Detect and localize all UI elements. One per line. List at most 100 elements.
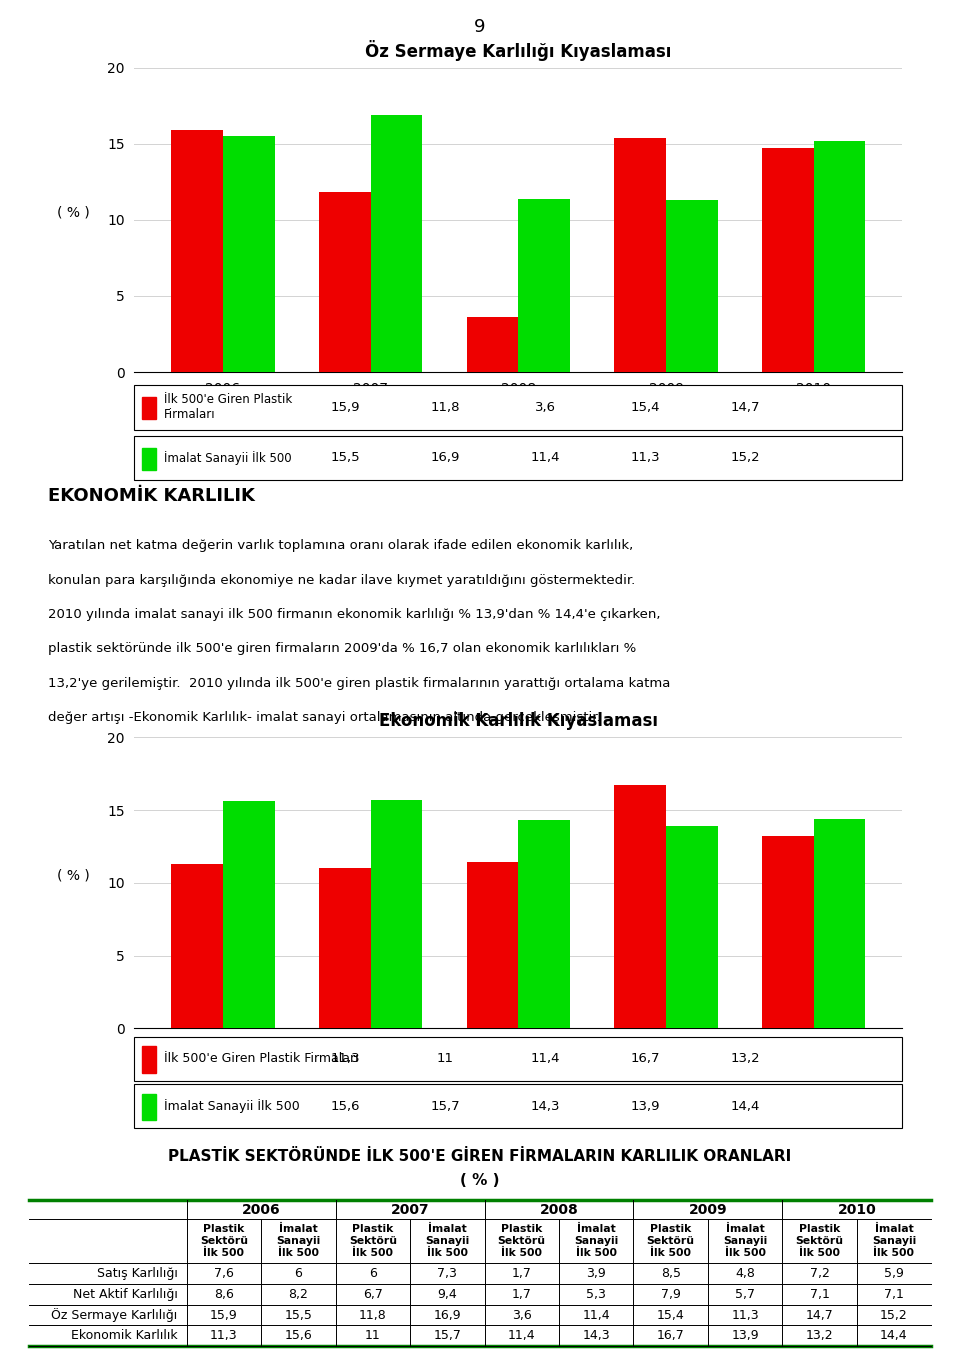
Text: İmalat Sanayii İlk 500: İmalat Sanayii İlk 500 <box>163 451 291 465</box>
Text: 9: 9 <box>474 18 486 37</box>
Text: 8,6: 8,6 <box>214 1288 234 1300</box>
Text: 15,5: 15,5 <box>284 1308 312 1322</box>
Text: İlk 500'e Giren Plastik Firmaları: İlk 500'e Giren Plastik Firmaları <box>163 1053 358 1065</box>
Bar <box>814 819 866 1028</box>
Text: 5,3: 5,3 <box>587 1288 606 1300</box>
Text: 15,4: 15,4 <box>631 400 660 414</box>
Bar <box>614 138 666 372</box>
Bar <box>762 149 814 372</box>
Text: 11,4: 11,4 <box>531 1053 560 1065</box>
Text: 2010: 2010 <box>837 1203 876 1216</box>
Bar <box>142 1046 156 1073</box>
Text: 15,6: 15,6 <box>331 1100 360 1112</box>
Text: PLASTİK SEKTÖRÜNDE İLK 500'E GİREN FİRMALARIN KARLILIK ORANLARI: PLASTİK SEKTÖRÜNDE İLK 500'E GİREN FİRMA… <box>168 1149 792 1164</box>
Text: 2008: 2008 <box>540 1203 578 1216</box>
Bar <box>142 448 156 469</box>
Bar <box>371 800 422 1028</box>
Text: 15,5: 15,5 <box>331 452 360 464</box>
Text: İmalat
Sanayii
İlk 500: İmalat Sanayii İlk 500 <box>723 1224 767 1258</box>
Text: 5,9: 5,9 <box>884 1266 904 1280</box>
Text: Plastik
Sektörü
İlk 500: Plastik Sektörü İlk 500 <box>497 1224 545 1258</box>
Text: 14,7: 14,7 <box>805 1308 833 1322</box>
FancyBboxPatch shape <box>134 1084 902 1128</box>
Text: 15,7: 15,7 <box>433 1330 461 1342</box>
Bar <box>814 141 866 372</box>
Text: İmalat
Sanayii
İlk 500: İmalat Sanayii İlk 500 <box>872 1224 916 1258</box>
Text: Öz Sermaye Karlılığı: Öz Sermaye Karlılığı <box>52 1308 178 1322</box>
Text: 15,2: 15,2 <box>880 1308 908 1322</box>
Bar <box>614 785 666 1028</box>
Text: 16,9: 16,9 <box>434 1308 461 1322</box>
Text: 11,3: 11,3 <box>732 1308 759 1322</box>
Bar <box>518 820 570 1028</box>
Text: ( % ): ( % ) <box>460 1173 500 1188</box>
Text: 7,1: 7,1 <box>809 1288 829 1300</box>
Text: 11,3: 11,3 <box>210 1330 238 1342</box>
Text: plastik sektöründe ilk 500'e giren firmaların 2009'da % 16,7 olan ekonomik karlı: plastik sektöründe ilk 500'e giren firma… <box>48 643 636 655</box>
Text: 13,2: 13,2 <box>731 1053 759 1065</box>
Text: Ekonomik Karlılık: Ekonomik Karlılık <box>71 1330 178 1342</box>
Text: 11,4: 11,4 <box>531 452 560 464</box>
Text: 16,7: 16,7 <box>657 1330 684 1342</box>
Text: Plastik
Sektörü
İlk 500: Plastik Sektörü İlk 500 <box>647 1224 695 1258</box>
Text: 5,7: 5,7 <box>735 1288 756 1300</box>
Text: 6: 6 <box>369 1266 376 1280</box>
Text: 7,3: 7,3 <box>438 1266 457 1280</box>
Text: 8,5: 8,5 <box>660 1266 681 1280</box>
Text: değer artışı -Ekonomik Karlılık- imalat sanayi ortalamasının altında gerçekleşmi: değer artışı -Ekonomik Karlılık- imalat … <box>48 710 601 724</box>
Text: 11,3: 11,3 <box>631 452 660 464</box>
Bar <box>666 200 718 372</box>
Text: 11,8: 11,8 <box>359 1308 387 1322</box>
Y-axis label: ( % ): ( % ) <box>57 206 89 221</box>
Bar <box>223 137 275 372</box>
Text: 1,7: 1,7 <box>512 1266 532 1280</box>
Bar <box>171 865 223 1028</box>
Text: İlk 500'e Giren Plastik
Firmaları: İlk 500'e Giren Plastik Firmaları <box>163 394 292 421</box>
Text: 13,9: 13,9 <box>631 1100 660 1112</box>
Bar <box>223 801 275 1028</box>
Text: 6,7: 6,7 <box>363 1288 383 1300</box>
Bar <box>371 115 422 372</box>
Text: 3,6: 3,6 <box>512 1308 532 1322</box>
Text: 16,9: 16,9 <box>431 452 460 464</box>
Text: Net Aktif Karlılığı: Net Aktif Karlılığı <box>73 1288 178 1300</box>
Text: 7,6: 7,6 <box>214 1266 234 1280</box>
Text: 2010 yılında imalat sanayi ilk 500 firmanın ekonomik karlılığı % 13,9'dan % 14,4: 2010 yılında imalat sanayi ilk 500 firma… <box>48 607 660 621</box>
FancyBboxPatch shape <box>134 436 902 480</box>
Text: 7,9: 7,9 <box>660 1288 681 1300</box>
Text: 13,9: 13,9 <box>732 1330 759 1342</box>
FancyBboxPatch shape <box>134 1036 902 1081</box>
Bar <box>666 827 718 1028</box>
Text: EKONOMİK KARLILIK: EKONOMİK KARLILIK <box>48 487 254 505</box>
Text: İmalat
Sanayii
İlk 500: İmalat Sanayii İlk 500 <box>574 1224 618 1258</box>
Text: 11: 11 <box>365 1330 381 1342</box>
Bar <box>518 199 570 372</box>
Text: 14,7: 14,7 <box>731 400 759 414</box>
Bar <box>142 398 156 419</box>
Text: İmalat
Sanayii
İlk 500: İmalat Sanayii İlk 500 <box>276 1224 321 1258</box>
Text: Plastik
Sektörü
İlk 500: Plastik Sektörü İlk 500 <box>200 1224 248 1258</box>
Text: Yaratılan net katma değerin varlık toplamına oranı olarak ifade edilen ekonomik : Yaratılan net katma değerin varlık topla… <box>48 538 634 552</box>
Title: Ekonomik Karlılık Kıyaslaması: Ekonomik Karlılık Kıyaslaması <box>379 712 658 731</box>
Text: 11,4: 11,4 <box>508 1330 536 1342</box>
Text: 14,3: 14,3 <box>531 1100 560 1112</box>
Y-axis label: ( % ): ( % ) <box>57 869 89 884</box>
Text: 16,7: 16,7 <box>631 1053 660 1065</box>
Text: 11,4: 11,4 <box>583 1308 610 1322</box>
Bar <box>142 1093 156 1120</box>
Text: 15,6: 15,6 <box>284 1330 312 1342</box>
Text: 7,1: 7,1 <box>884 1288 904 1300</box>
Text: 11,3: 11,3 <box>331 1053 360 1065</box>
Text: konulan para karşılığında ekonomiye ne kadar ilave kıymet yaratıldığını gösterme: konulan para karşılığında ekonomiye ne k… <box>48 574 636 586</box>
Text: 11: 11 <box>437 1053 454 1065</box>
Text: İmalat Sanayii İlk 500: İmalat Sanayii İlk 500 <box>163 1099 300 1114</box>
FancyBboxPatch shape <box>134 384 902 430</box>
Bar <box>319 192 371 372</box>
Text: 15,4: 15,4 <box>657 1308 684 1322</box>
Bar <box>171 130 223 372</box>
Text: 4,8: 4,8 <box>735 1266 755 1280</box>
Text: 15,7: 15,7 <box>431 1100 460 1112</box>
Text: Plastik
Sektörü
İlk 500: Plastik Sektörü İlk 500 <box>348 1224 396 1258</box>
Text: 13,2: 13,2 <box>805 1330 833 1342</box>
Bar <box>467 318 518 372</box>
